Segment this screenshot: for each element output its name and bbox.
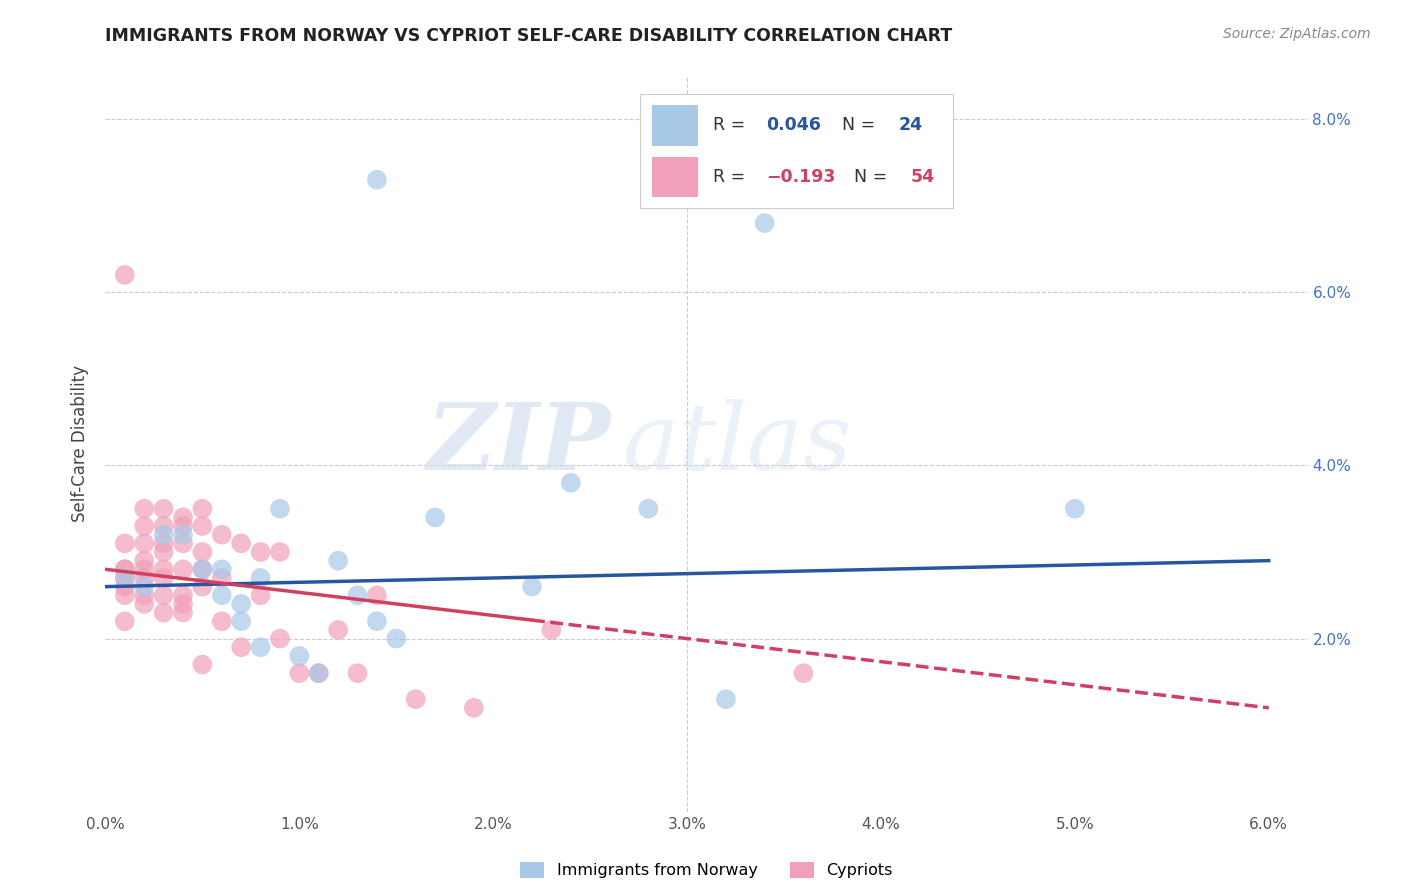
Point [366, 172, 388, 186]
Text: 54: 54 [911, 168, 935, 186]
Point [326, 623, 349, 637]
FancyBboxPatch shape [652, 105, 699, 145]
Point [172, 519, 194, 533]
Point [792, 666, 814, 681]
Point [191, 545, 214, 559]
Point [172, 536, 194, 550]
Text: N =: N = [842, 117, 882, 135]
Point [288, 666, 311, 681]
FancyBboxPatch shape [652, 157, 699, 197]
Point [172, 527, 194, 541]
Point [191, 519, 214, 533]
Point [269, 632, 291, 646]
Point [405, 692, 427, 706]
Point [134, 501, 156, 516]
Point [288, 648, 311, 663]
Point [249, 640, 271, 655]
Point [211, 527, 233, 541]
Point [249, 588, 271, 602]
Point [134, 571, 156, 585]
Point [560, 475, 582, 490]
Text: N =: N = [855, 168, 893, 186]
Point [172, 606, 194, 620]
Point [249, 545, 271, 559]
Point [308, 666, 330, 681]
Point [191, 657, 214, 672]
Point [152, 571, 174, 585]
Point [172, 562, 194, 576]
Point [134, 580, 156, 594]
Point [366, 614, 388, 628]
Point [231, 614, 253, 628]
Point [211, 588, 233, 602]
Point [152, 545, 174, 559]
Point [1064, 501, 1087, 516]
Text: R =: R = [713, 117, 751, 135]
Point [231, 536, 253, 550]
Point [152, 536, 174, 550]
Text: IMMIGRANTS FROM NORWAY VS CYPRIOT SELF-CARE DISABILITY CORRELATION CHART: IMMIGRANTS FROM NORWAY VS CYPRIOT SELF-C… [105, 27, 953, 45]
Text: Source: ZipAtlas.com: Source: ZipAtlas.com [1223, 27, 1371, 41]
Text: 0.046: 0.046 [766, 117, 821, 135]
Point [346, 588, 368, 602]
FancyBboxPatch shape [640, 95, 953, 209]
Point [423, 510, 446, 524]
Text: atlas: atlas [623, 399, 852, 489]
Point [114, 571, 136, 585]
Point [152, 527, 174, 541]
Point [114, 562, 136, 576]
Point [152, 501, 174, 516]
Point [114, 268, 136, 282]
Point [385, 632, 408, 646]
Point [366, 588, 388, 602]
Point [114, 536, 136, 550]
Text: ZIP: ZIP [426, 399, 610, 489]
Text: R =: R = [713, 168, 751, 186]
Point [134, 588, 156, 602]
Y-axis label: Self-Care Disability: Self-Care Disability [72, 365, 90, 523]
Point [211, 571, 233, 585]
Point [114, 571, 136, 585]
Point [191, 562, 214, 576]
Point [172, 510, 194, 524]
Point [540, 623, 562, 637]
Point [152, 519, 174, 533]
Point [754, 216, 776, 230]
Point [172, 597, 194, 611]
Point [172, 588, 194, 602]
Point [134, 554, 156, 568]
Point [152, 606, 174, 620]
Point [152, 562, 174, 576]
Point [520, 580, 543, 594]
Legend: Immigrants from Norway, Cypriots: Immigrants from Norway, Cypriots [513, 855, 900, 885]
Point [134, 597, 156, 611]
Point [191, 562, 214, 576]
Point [637, 501, 659, 516]
Text: 24: 24 [898, 117, 922, 135]
Point [463, 701, 485, 715]
Point [249, 571, 271, 585]
Point [134, 562, 156, 576]
Point [114, 562, 136, 576]
Point [114, 580, 136, 594]
Point [211, 562, 233, 576]
Point [231, 640, 253, 655]
Point [269, 545, 291, 559]
Point [114, 588, 136, 602]
Point [269, 501, 291, 516]
Point [326, 554, 349, 568]
Point [114, 614, 136, 628]
Point [211, 614, 233, 628]
Point [231, 597, 253, 611]
Point [191, 501, 214, 516]
Text: −0.193: −0.193 [766, 168, 837, 186]
Point [134, 519, 156, 533]
Point [152, 588, 174, 602]
Point [308, 666, 330, 681]
Point [714, 692, 737, 706]
Point [134, 536, 156, 550]
Point [346, 666, 368, 681]
Point [191, 580, 214, 594]
